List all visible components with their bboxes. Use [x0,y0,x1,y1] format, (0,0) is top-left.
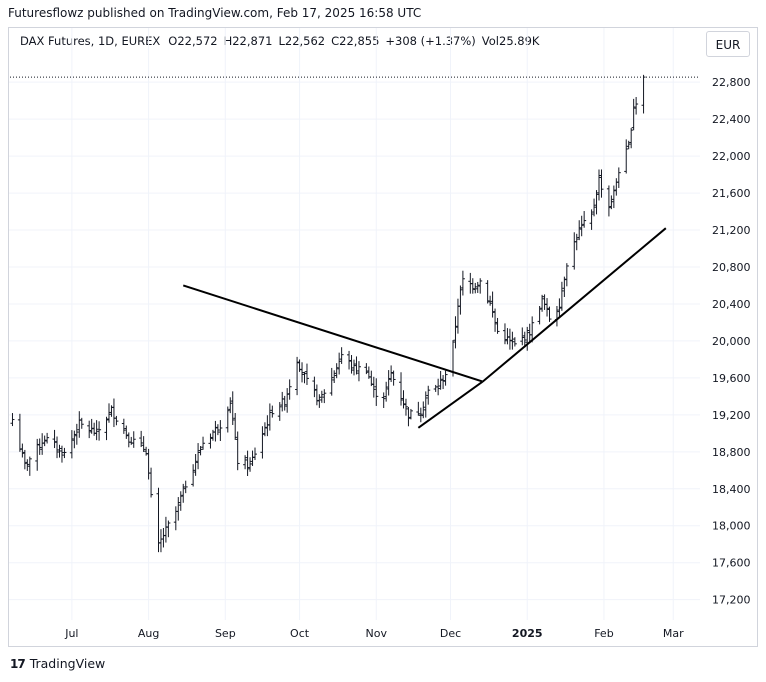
x-tick-label: Sep [215,627,236,640]
chart-frame [8,27,758,647]
y-tick-label: 18,000 [712,520,751,533]
high-value: H22,871 [223,34,273,48]
y-tick-label: 18,400 [712,483,751,496]
y-tick-label: 22,800 [712,76,751,89]
trendline-rising-support [482,227,667,383]
x-tick-label: 2025 [512,627,543,640]
symbol-name[interactable]: DAX Futures, 1D, EUREX [20,34,161,48]
y-tick-label: 17,200 [712,594,751,607]
y-tick-label: 21,200 [712,224,751,237]
y-tick-label: 22,000 [712,150,751,163]
tradingview-logo-icon: 17 [10,656,26,671]
brand-name[interactable]: TradingView [29,656,106,671]
x-tick-label: Dec [440,627,461,640]
y-tick-label: 20,000 [712,335,751,348]
y-tick-label: 21,600 [712,187,751,200]
close-value: C22,855 [331,34,380,48]
symbol-legend: DAX Futures, 1D, EUREX O22,572 H22,871 L… [20,34,539,48]
x-tick-label: Mar [663,627,684,640]
y-tick-label: 19,200 [712,409,751,422]
x-tick-label: Oct [290,627,310,640]
trendline-descending-resistance [182,284,483,383]
currency-button[interactable]: EUR [706,31,750,57]
y-tick-label: 19,600 [712,372,751,385]
volume-value: Vol25.89K [481,34,540,48]
change-value: +308 (+1.37%) [385,34,476,48]
open-value: O22,572 [168,34,218,48]
x-tick-label: Jul [64,627,78,640]
x-tick-label: Feb [594,627,613,640]
low-value: L22,562 [278,34,326,48]
y-tick-label: 20,400 [712,298,751,311]
trendline-rising-support-short [417,380,484,429]
x-tick-label: Nov [366,627,388,640]
footer: 17 TradingView [10,656,105,671]
publisher-line: Futuresflowz published on TradingView.co… [8,6,422,20]
y-tick-label: 17,600 [712,557,751,570]
y-tick-label: 18,800 [712,446,751,459]
y-tick-label: 22,400 [712,113,751,126]
x-tick-label: Aug [138,627,159,640]
y-tick-label: 20,800 [712,261,751,274]
